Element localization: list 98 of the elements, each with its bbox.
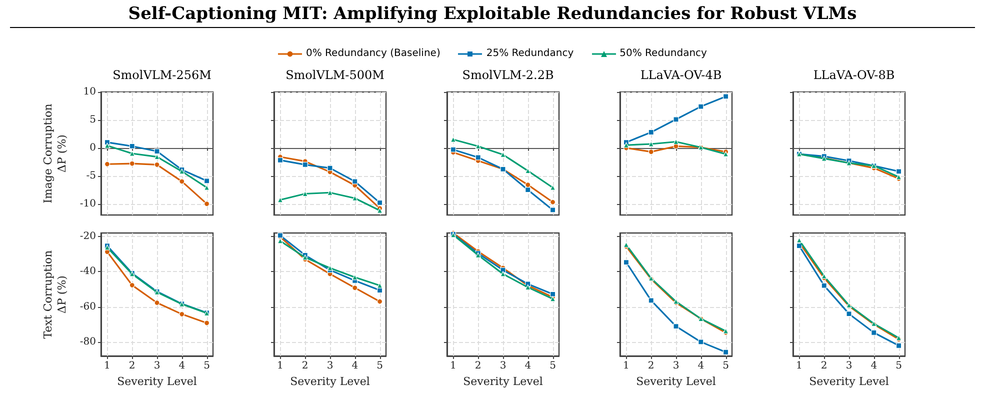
y-tick-label: -80 xyxy=(80,336,96,348)
point xyxy=(550,184,556,190)
x-tick-label: 3 xyxy=(500,360,506,372)
point xyxy=(204,201,210,207)
point xyxy=(673,116,679,122)
x-tick-label: 1 xyxy=(277,360,284,372)
chart-title: LLaVA-OV-4B xyxy=(640,68,722,82)
legend-label: 25% Redundancy xyxy=(486,48,574,59)
x-tick-label: 2 xyxy=(128,360,136,372)
point xyxy=(327,190,333,196)
x-axis-title: Severity Level xyxy=(809,375,890,388)
y-tick-label: -10 xyxy=(80,198,96,210)
point xyxy=(648,298,654,304)
text: Self-Captioning MIT: Amplifying Exploitable Redundancies for Robust VLMs xyxy=(10,4,975,28)
point xyxy=(623,142,630,148)
x-tick-label: 4 xyxy=(698,360,704,372)
point xyxy=(673,324,679,330)
x-tick-label: 5 xyxy=(550,360,556,372)
point xyxy=(376,298,383,304)
x-tick-label: 3 xyxy=(154,360,160,372)
point xyxy=(450,146,456,152)
x-axis-title: Severity Level xyxy=(636,375,716,388)
x-tick-label: 1 xyxy=(796,360,802,372)
legend-label: 0% Redundancy (Baseline) xyxy=(306,48,440,59)
chart-title: SmolVLM-500M xyxy=(286,68,384,82)
point xyxy=(104,142,110,148)
point xyxy=(179,178,185,184)
x-tick-label: 3 xyxy=(326,360,334,372)
x-tick-label: 5 xyxy=(204,360,210,372)
point xyxy=(154,162,160,168)
point xyxy=(376,200,383,206)
chart-title: SmolVLM-2.2B xyxy=(462,68,554,82)
x-tick-label: 5 xyxy=(896,360,902,372)
y-tick-label: -5 xyxy=(86,170,96,182)
x-tick-label: 1 xyxy=(450,360,456,372)
point xyxy=(896,342,902,348)
point xyxy=(352,178,358,184)
y-tick-label: -20 xyxy=(80,231,96,242)
point xyxy=(129,160,135,166)
point xyxy=(648,129,654,136)
point xyxy=(352,285,358,291)
point xyxy=(302,190,308,197)
x-tick-label: 3 xyxy=(672,360,680,372)
point xyxy=(104,161,110,167)
y-tick-label: 5 xyxy=(90,114,96,126)
point xyxy=(871,330,877,336)
y-axis-title: Text Corruption ΔP (%) xyxy=(41,250,68,339)
point xyxy=(673,138,679,145)
x-tick-label: 2 xyxy=(474,360,482,372)
point xyxy=(376,282,383,288)
point xyxy=(327,165,333,171)
y-tick-label: 0 xyxy=(90,142,96,154)
x-tick-label: 5 xyxy=(722,360,729,372)
x-tick-label: 2 xyxy=(820,360,828,372)
point xyxy=(722,349,729,355)
legend-label: 50% Redundancy xyxy=(620,48,707,59)
chart-title: LLaVA-OV-8B xyxy=(813,68,895,82)
x-tick-label: 1 xyxy=(623,360,630,372)
x-tick-label: 1 xyxy=(104,360,110,372)
point xyxy=(179,311,185,317)
point xyxy=(500,152,506,158)
point xyxy=(648,149,654,155)
x-tick-label: 5 xyxy=(376,360,383,372)
point xyxy=(450,136,456,142)
point xyxy=(129,143,135,150)
x-tick-label: 4 xyxy=(178,360,186,372)
point xyxy=(154,300,160,306)
y-tick-label: -40 xyxy=(80,266,96,278)
y-tick-label: -60 xyxy=(80,301,96,312)
point xyxy=(821,282,827,288)
point xyxy=(525,187,531,193)
point xyxy=(302,162,308,168)
point xyxy=(376,208,383,214)
y-tick-label: 10 xyxy=(83,86,96,98)
y-axis-title: Image Corruption ΔP (%) xyxy=(41,104,68,204)
x-tick-label: 4 xyxy=(524,360,532,372)
x-tick-label: 3 xyxy=(846,360,852,372)
point xyxy=(204,178,210,184)
point xyxy=(475,154,481,160)
point xyxy=(846,311,852,317)
x-tick-label: 2 xyxy=(648,360,654,372)
x-tick-label: 4 xyxy=(870,360,878,372)
point xyxy=(154,148,160,154)
point xyxy=(475,143,481,150)
point xyxy=(896,168,902,174)
x-tick-label: 2 xyxy=(302,360,308,372)
x-axis-title: Severity Level xyxy=(290,375,370,388)
point xyxy=(204,320,210,326)
x-axis-title: Severity Level xyxy=(117,375,198,388)
point xyxy=(204,184,210,190)
point xyxy=(698,339,704,345)
x-axis-title: Severity Level xyxy=(463,375,544,388)
point xyxy=(129,282,135,288)
chart-title: SmolVLM-256M xyxy=(112,68,212,82)
point xyxy=(796,243,802,249)
point xyxy=(550,199,556,205)
point xyxy=(698,104,704,110)
x-tick-label: 4 xyxy=(352,360,358,372)
